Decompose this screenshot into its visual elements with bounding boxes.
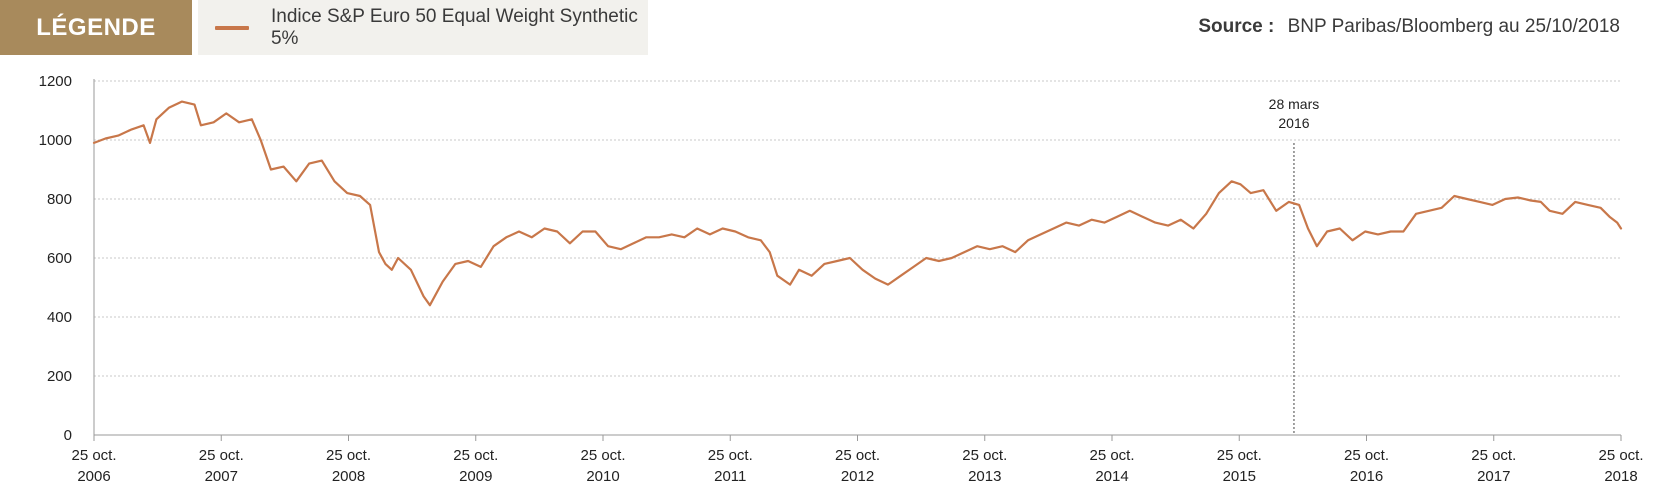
x-tick-label: 2007 [205, 468, 238, 485]
y-tick-label: 400 [47, 309, 72, 326]
annotation-label: 2016 [1278, 115, 1309, 131]
x-tick-label: 25 oct. [708, 447, 753, 464]
x-tick-label: 2012 [841, 468, 874, 485]
x-tick-label: 2011 [714, 468, 746, 485]
y-tick-label: 600 [47, 250, 72, 267]
x-tick-label: 2008 [332, 468, 365, 485]
y-tick-label: 0 [64, 427, 72, 444]
source-label: Source : [1198, 16, 1275, 37]
x-tick-label: 25 oct. [1217, 447, 1262, 464]
source-text: BNP Paribas/Bloomberg au 25/10/2018 [1287, 16, 1620, 37]
y-tick-label: 800 [47, 191, 72, 208]
x-tick-label: 2016 [1350, 468, 1383, 485]
legend-swatch [215, 25, 249, 30]
y-tick-label: 1000 [39, 132, 72, 149]
annotation-label: 28 mars [1269, 96, 1320, 112]
x-tick-label: 25 oct. [1598, 447, 1643, 464]
legend-series-label: Indice S&P Euro 50 Equal Weight Syntheti… [270, 5, 638, 49]
x-tick-label: 2006 [77, 468, 110, 485]
x-tick-label: 2015 [1223, 468, 1256, 485]
y-tick-label: 1200 [39, 73, 72, 90]
x-tick-label: 2013 [968, 468, 1001, 485]
legend-box: Indice S&P Euro 50 Equal Weight Syntheti… [198, 0, 648, 55]
x-tick-label: 25 oct. [326, 447, 371, 464]
x-tick-label: 25 oct. [1344, 447, 1389, 464]
legend-tag: LÉGENDE [0, 0, 192, 55]
y-tick-label: 200 [47, 368, 72, 385]
source-note: Source : BNP Paribas/Bloomberg au 25/10/… [1198, 16, 1620, 38]
x-tick-label: 2010 [586, 468, 619, 485]
x-tick-label: 2018 [1604, 468, 1637, 485]
x-tick-label: 25 oct. [453, 447, 498, 464]
x-tick-label: 25 oct. [71, 447, 116, 464]
x-tick-label: 2014 [1095, 468, 1128, 485]
x-tick-label: 25 oct. [962, 447, 1007, 464]
x-tick-label: 25 oct. [835, 447, 880, 464]
series-line [92, 100, 1623, 307]
x-tick-label: 25 oct. [1471, 447, 1516, 464]
x-tick-label: 25 oct. [1089, 447, 1134, 464]
x-tick-label: 2017 [1477, 468, 1510, 485]
x-tick-label: 2009 [459, 468, 492, 485]
x-tick-label: 25 oct. [580, 447, 625, 464]
x-tick-label: 25 oct. [199, 447, 244, 464]
